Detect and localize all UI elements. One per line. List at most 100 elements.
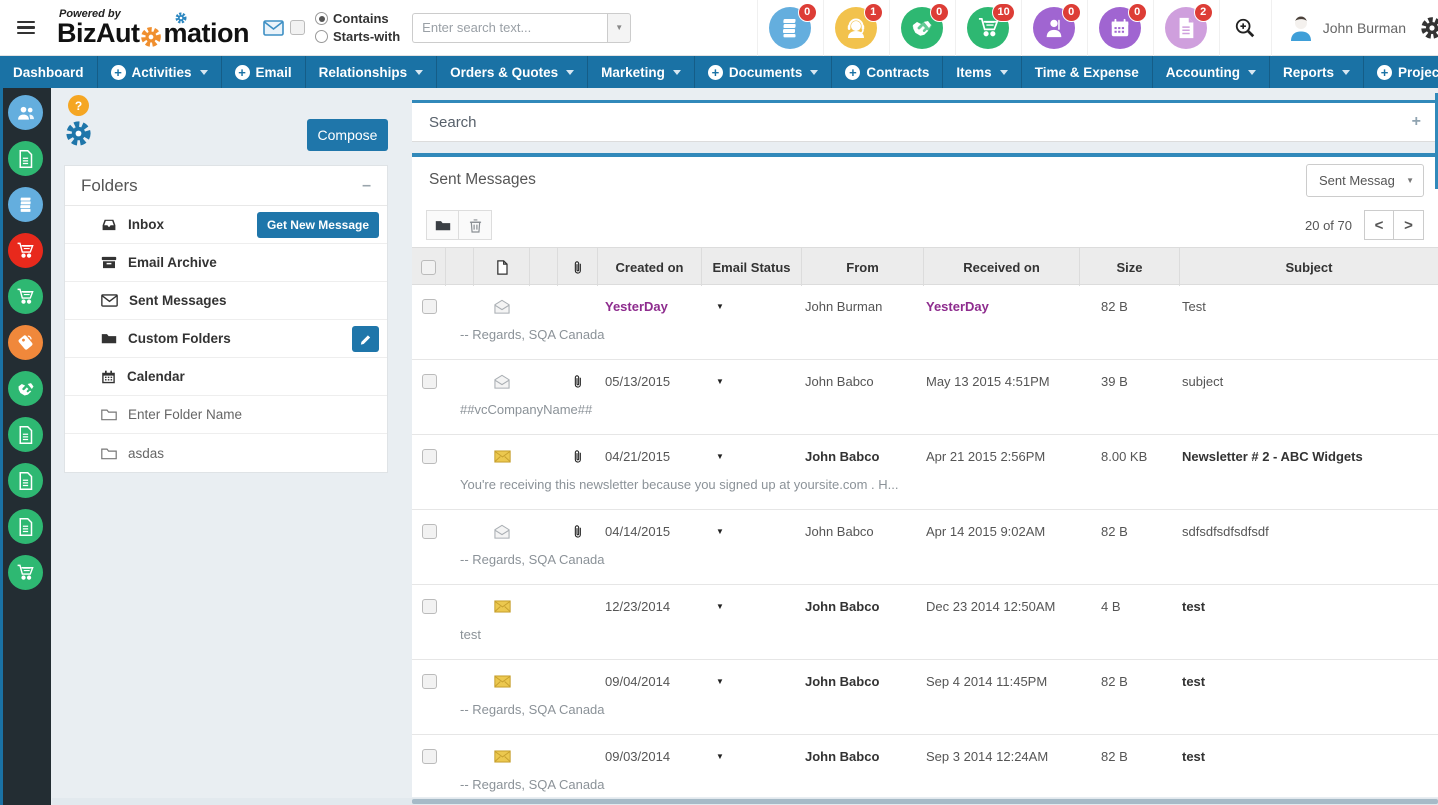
nav-time-expense[interactable]: Time & Expense — [1022, 56, 1153, 88]
sidebar-document-icon[interactable] — [8, 417, 43, 452]
col-subject[interactable]: Subject — [1285, 259, 1333, 275]
folder-sent-messages[interactable]: Sent Messages — [65, 282, 387, 320]
email-status-dropdown[interactable]: ▼ — [716, 301, 724, 311]
vertical-scrollbar[interactable] — [1435, 93, 1438, 189]
radio-starts-with[interactable]: Starts-with — [315, 28, 400, 46]
email-status-dropdown[interactable]: ▼ — [716, 676, 724, 686]
row-checkbox[interactable] — [421, 298, 437, 314]
sidebar-tag-icon[interactable] — [8, 325, 43, 360]
next-page-button[interactable]: > — [1394, 210, 1424, 240]
row-checkbox[interactable] — [421, 373, 437, 389]
table-row[interactable]: YesterDay ▼ John Burman YesterDay 82 B T… — [412, 285, 1438, 360]
badge-employees[interactable]: 0 — [1020, 0, 1087, 56]
table-row[interactable]: 09/04/2014 ▼ John Babco Sep 4 2014 11:45… — [412, 660, 1438, 735]
move-to-folder-button[interactable] — [426, 210, 459, 240]
folder-custom-folders[interactable]: Custom Folders — [65, 320, 387, 358]
sent-messages-panel: Sent Messages Sent Messag ▼ 20 of 70 — [412, 153, 1438, 797]
nav-email[interactable]: + Email — [222, 56, 306, 88]
nav-projects[interactable]: +Projects — [1364, 56, 1438, 88]
folder-calendar[interactable]: Calendar — [65, 358, 387, 396]
col-size[interactable]: Size — [1080, 248, 1180, 286]
folder-inbox[interactable]: Inbox Get New Message — [65, 206, 387, 244]
radio-starts-with-control[interactable] — [315, 30, 328, 43]
search-scope-checkbox[interactable] — [290, 20, 305, 35]
horizontal-scrollbar-thumb[interactable] — [412, 799, 1438, 804]
folder-asdas[interactable]: asdas — [65, 434, 387, 472]
select-all-checkbox[interactable] — [421, 259, 436, 275]
collapse-button[interactable]: – — [362, 176, 371, 194]
folders-title: Folders — [81, 175, 138, 195]
sidebar-cart-icon[interactable] — [8, 233, 43, 268]
nav-activities[interactable]: + Activities — [98, 56, 222, 88]
email-search-icon[interactable] — [263, 19, 284, 36]
table-row[interactable]: 04/14/2015 ▼ John Babco Apr 14 2015 9:02… — [412, 510, 1438, 585]
badge-orders[interactable]: 10 — [954, 0, 1021, 56]
row-checkbox[interactable] — [421, 448, 437, 464]
chevron-down-icon — [810, 69, 819, 75]
compose-button[interactable]: Compose — [307, 119, 388, 151]
email-status-dropdown[interactable]: ▼ — [716, 526, 724, 536]
nav-documents[interactable]: + Documents — [695, 56, 833, 88]
row-checkbox[interactable] — [421, 523, 437, 539]
email-status-dropdown[interactable]: ▼ — [716, 751, 724, 761]
col-from[interactable]: From — [802, 248, 924, 286]
nav-accounting[interactable]: Accounting — [1153, 56, 1270, 88]
nav-reports[interactable]: Reports — [1270, 56, 1365, 88]
sidebar-building-icon[interactable] — [8, 187, 43, 222]
message-preview: ##vcCompanyName## — [460, 402, 593, 417]
nav-items[interactable]: Items — [943, 56, 1022, 88]
zoom-button[interactable] — [1218, 0, 1271, 56]
get-new-message-button[interactable]: Get New Message — [256, 212, 379, 238]
email-status-dropdown[interactable]: ▼ — [716, 601, 724, 611]
search-input[interactable] — [412, 12, 608, 43]
prev-page-button[interactable]: < — [1364, 210, 1394, 240]
row-checkbox[interactable] — [421, 748, 437, 764]
view-selector-dropdown[interactable]: Sent Messag ▼ — [1306, 163, 1424, 197]
sidebar-document-icon[interactable] — [8, 509, 43, 544]
table-row[interactable]: 04/21/2015 ▼ John Babco Apr 21 2015 2:56… — [412, 435, 1438, 510]
nav-marketing[interactable]: Marketing — [588, 56, 695, 88]
delete-button[interactable] — [459, 210, 492, 240]
nav-contracts[interactable]: + Contracts — [832, 56, 944, 88]
table-row[interactable]: 05/13/2015 ▼ John Babco May 13 2015 4:51… — [412, 360, 1438, 435]
col-received-on[interactable]: Received on — [924, 248, 1080, 286]
nav-orders-quotes[interactable]: Orders & Quotes — [437, 56, 589, 88]
table-row[interactable]: 09/03/2014 ▼ John Babco Sep 3 2014 12:24… — [412, 735, 1438, 797]
row-checkbox[interactable] — [421, 598, 437, 614]
sidebar-document-icon[interactable] — [8, 141, 43, 176]
badge-support[interactable]: 1 — [822, 0, 889, 56]
table-header: Created on Email Status From Received on… — [412, 247, 1438, 286]
horizontal-scrollbar[interactable] — [52, 798, 1438, 805]
row-checkbox[interactable] — [421, 673, 437, 689]
badge-deals[interactable]: 0 — [888, 0, 955, 56]
envelope-icon — [101, 294, 118, 307]
menu-toggle-button[interactable] — [0, 0, 51, 56]
badge-inventory[interactable]: 0 — [756, 0, 823, 56]
nav-relationships[interactable]: Relationships — [306, 56, 438, 88]
email-status-dropdown[interactable]: ▼ — [716, 451, 724, 461]
folder-enter-folder-name[interactable]: Enter Folder Name — [65, 396, 387, 434]
col-email-status[interactable]: Email Status — [702, 248, 802, 286]
badge-documents[interactable]: 2 — [1152, 0, 1219, 56]
radio-contains-control[interactable] — [315, 12, 328, 25]
sidebar-cart-icon[interactable] — [8, 279, 43, 314]
sidebar-users-icon[interactable] — [8, 95, 43, 130]
folder-email-archive[interactable]: Email Archive — [65, 244, 387, 282]
col-created-on[interactable]: Created on — [598, 248, 702, 286]
content-area: ? Compose Folders – Inbox Get New Messag… — [51, 88, 1438, 805]
email-status-dropdown[interactable]: ▼ — [716, 376, 724, 386]
radio-contains[interactable]: Contains — [315, 10, 400, 28]
help-button[interactable]: ? — [68, 95, 89, 116]
badge-calendar[interactable]: 0 — [1086, 0, 1153, 56]
mail-settings-gear-button[interactable] — [65, 120, 92, 147]
user-menu[interactable]: John Burman — [1270, 0, 1420, 56]
sidebar-document-icon[interactable] — [8, 463, 43, 498]
settings-gear-button[interactable] — [1420, 16, 1438, 40]
expand-search-button[interactable]: + — [1411, 113, 1421, 130]
edit-folders-button[interactable] — [352, 326, 379, 352]
table-row[interactable]: 12/23/2014 ▼ John Babco Dec 23 2014 12:5… — [412, 585, 1438, 660]
search-dropdown-button[interactable]: ▼ — [607, 12, 632, 43]
sidebar-cart-icon[interactable] — [8, 555, 43, 590]
sidebar-handshake-icon[interactable] — [8, 371, 43, 406]
nav-dashboard[interactable]: Dashboard — [0, 56, 98, 88]
